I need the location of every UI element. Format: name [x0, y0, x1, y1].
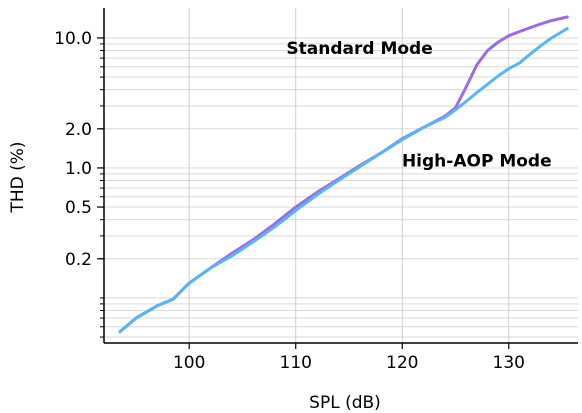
- y-tick-label: 1.0: [65, 159, 92, 179]
- x-tick-label: 110: [280, 353, 312, 373]
- x-axis-title: SPL (dB): [309, 393, 381, 413]
- x-tick-label: 120: [386, 353, 418, 373]
- ticks: 100 110 120 130 0.2 0.5 1.0 2.0 10.0: [54, 29, 525, 373]
- y-tick-label: 0.2: [65, 250, 92, 270]
- annotation-standard-mode: Standard Mode: [286, 39, 432, 59]
- x-tick-label: 130: [493, 353, 525, 373]
- y-tick-label: 2.0: [65, 120, 92, 140]
- annotation-high-aop-mode: High-AOP Mode: [402, 151, 552, 171]
- y-tick-label: 0.5: [65, 198, 92, 218]
- series-line-1: [118, 27, 569, 334]
- y-axis-title: THD (%): [8, 141, 28, 213]
- y-tick-label: 10.0: [54, 29, 92, 49]
- axes: [103, 8, 578, 344]
- data-lines: [118, 15, 569, 334]
- x-tick-label: 100: [173, 353, 205, 373]
